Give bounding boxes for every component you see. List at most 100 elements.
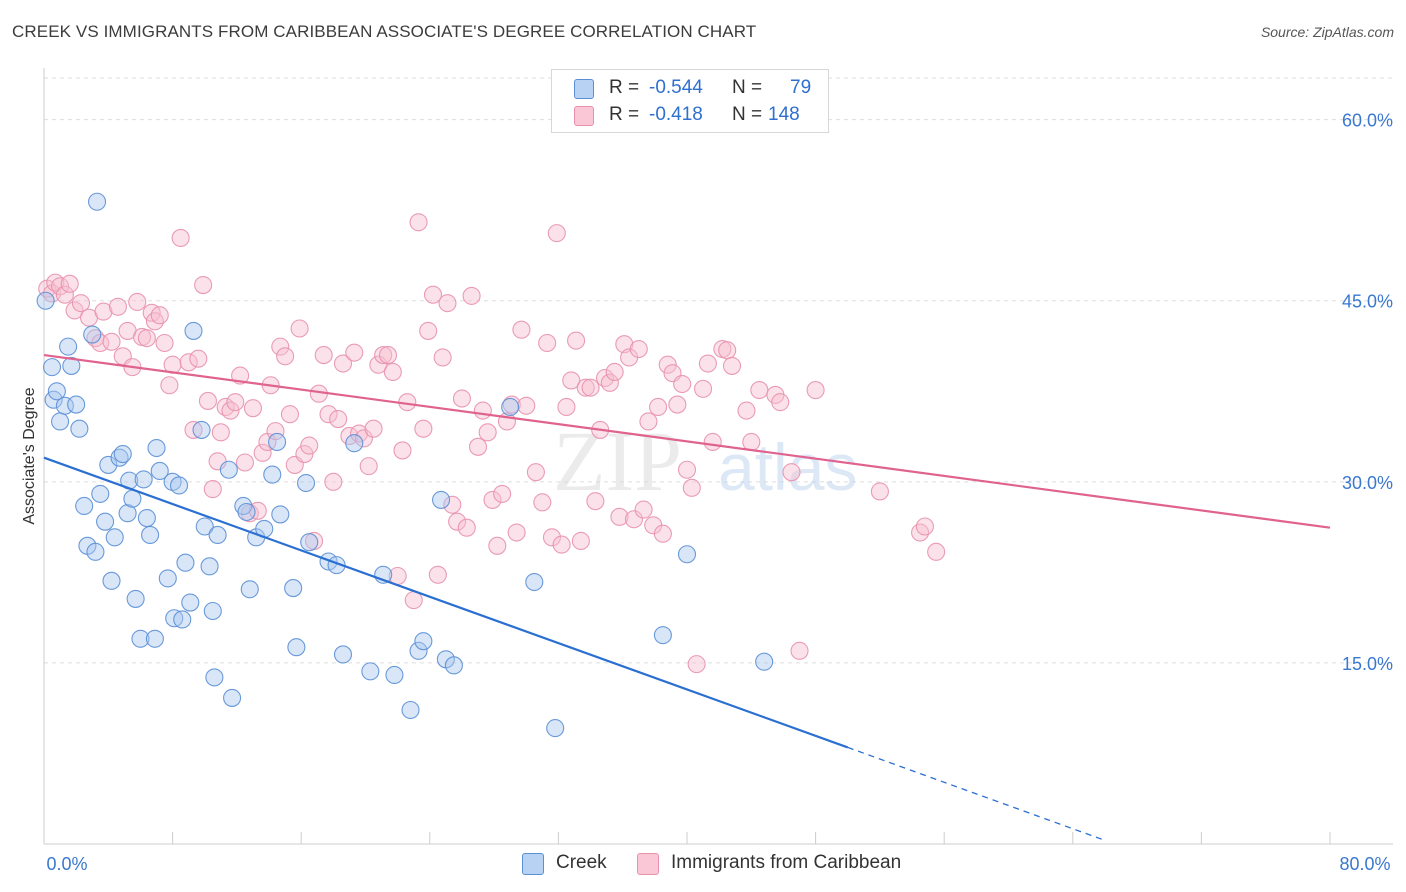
creek-point (158, 569, 177, 588)
creek-point (141, 525, 160, 544)
creek-point (137, 508, 156, 528)
creek-point (184, 321, 203, 340)
carib-point (235, 453, 254, 472)
creek-point (62, 356, 81, 375)
bottom-legend-creek-swatch (522, 853, 544, 875)
carib-point (203, 480, 222, 499)
creek-point (677, 545, 697, 564)
creek-point (36, 291, 55, 310)
x-tick-label: 80.0% (1339, 854, 1390, 874)
bottom-legend-carib-swatch (637, 853, 659, 875)
source-label: Source: ZipAtlas.com (1260, 24, 1394, 40)
carib-point (271, 337, 290, 356)
creek-point (105, 528, 124, 547)
carib-point (359, 457, 378, 476)
carib-point (194, 275, 213, 295)
tick-labels: 15.0% 30.0% 45.0% 60.0% 0.0% 80.0% (46, 111, 1393, 874)
carib-point (438, 294, 457, 313)
y-tick-label: 15.0% (1342, 654, 1393, 674)
creek-point (67, 395, 86, 414)
carib-point (423, 285, 443, 304)
carib-point (526, 463, 545, 482)
creek-point (150, 461, 169, 481)
carib-point (911, 523, 930, 542)
creek-point (47, 382, 66, 401)
legend-carib-r-label: R = (609, 104, 640, 125)
carib-point (378, 346, 398, 365)
creek-point (501, 397, 520, 417)
carib-point (677, 460, 697, 479)
creek-point (113, 445, 132, 464)
carib-point (150, 306, 169, 325)
legend-row-carib: R = -0.418 N = 148 (552, 102, 828, 128)
carib-point (374, 346, 393, 365)
legend-carib-r-value: -0.418 (649, 104, 703, 125)
carib-point (595, 368, 615, 388)
creek-point (203, 601, 222, 621)
carib-point (507, 523, 526, 542)
carib-point (488, 536, 507, 555)
creek-point (87, 192, 107, 211)
carib-point (571, 531, 590, 551)
carib-point (624, 510, 644, 529)
carib-point (806, 381, 825, 400)
bottom-legend-carib-label: Immigrants from Caribbean (671, 852, 902, 873)
carib-point (639, 412, 658, 431)
creek-point (385, 665, 404, 685)
creek-point (345, 434, 364, 453)
carib-point (171, 228, 190, 248)
carib-point (160, 376, 179, 395)
creek-point (546, 719, 565, 738)
carib-point (722, 356, 742, 375)
carib-point (300, 436, 319, 455)
carib-point (102, 332, 121, 351)
carib-point (280, 405, 299, 424)
legend-swatch-carib (574, 106, 594, 126)
carib-point (562, 371, 581, 390)
carib-point (473, 401, 492, 420)
creek-point (361, 662, 380, 681)
series-carib-points (38, 213, 946, 674)
carib-point (314, 346, 333, 365)
axes (43, 68, 1393, 845)
creek-point (223, 688, 242, 707)
creek-trend-extension (847, 746, 1106, 841)
trend-lines (43, 353, 1331, 841)
creek-trend-line (43, 456, 849, 749)
carib-point (542, 528, 562, 547)
creek-point (205, 668, 224, 687)
carib-point (605, 362, 624, 382)
creek-point (99, 455, 118, 474)
carib-point (552, 535, 571, 554)
carib-point (189, 349, 208, 368)
creek-point (755, 652, 774, 671)
carib-point (600, 373, 619, 392)
legend-creek-r-value: -0.544 (649, 77, 703, 98)
carib-point (457, 518, 476, 537)
carib-point (369, 355, 388, 374)
carib-point (512, 320, 531, 339)
carib-point (319, 405, 338, 424)
carib-point (128, 292, 147, 311)
carib-point (443, 495, 462, 514)
carib-point (179, 353, 198, 372)
watermark-zip: ZIP (553, 413, 682, 509)
carib-point (533, 493, 552, 512)
carib-point (586, 492, 605, 511)
carib-point (71, 294, 91, 313)
carib-point (737, 401, 756, 420)
creek-point (333, 645, 353, 664)
carib-point (694, 379, 713, 398)
creek-point (208, 525, 227, 544)
carib-point (576, 378, 595, 397)
carib-point (198, 391, 218, 410)
creek-point (96, 512, 115, 531)
creek-point (131, 629, 150, 648)
y-tick-label: 45.0% (1342, 292, 1393, 312)
carib-point (682, 478, 701, 497)
carib-point (354, 429, 373, 448)
carib-point (145, 312, 164, 331)
creek-point (296, 473, 316, 493)
carib-point (290, 319, 309, 338)
